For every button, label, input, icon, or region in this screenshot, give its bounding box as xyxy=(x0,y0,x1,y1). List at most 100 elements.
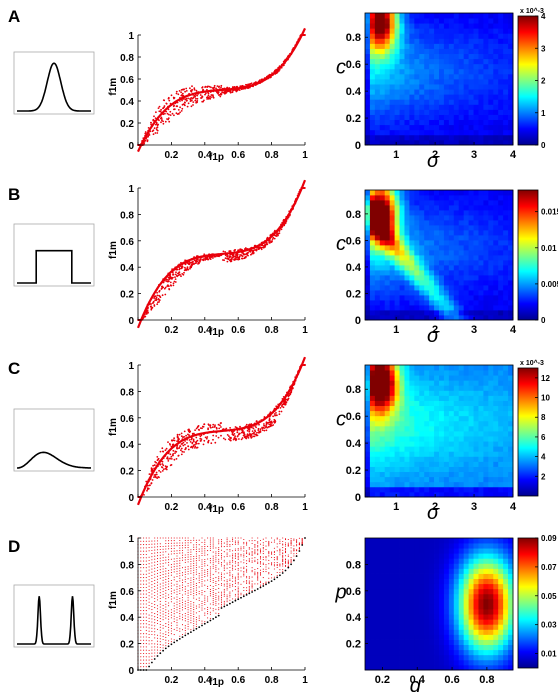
heatmap-cell xyxy=(419,420,425,427)
heatmap-cell xyxy=(448,265,455,271)
heatmap-cell xyxy=(463,305,469,311)
heatmap-cell xyxy=(365,134,371,141)
heatmap-cell xyxy=(369,255,376,261)
scatter-point xyxy=(151,556,153,558)
heatmap-cell xyxy=(434,300,440,306)
heatmap-cell xyxy=(399,436,405,442)
scatter-point xyxy=(156,608,159,610)
heatmap-cell xyxy=(414,124,420,131)
scatter-point xyxy=(243,431,245,434)
heatmap-cell xyxy=(365,275,371,281)
heatmap-cell xyxy=(419,300,425,306)
heatmap-cell xyxy=(414,109,420,115)
heatmap-cell xyxy=(389,104,395,110)
scatter-point xyxy=(151,468,154,470)
heatmap-cell xyxy=(419,260,425,266)
scatter-point xyxy=(192,101,195,103)
heatmap-cell xyxy=(404,48,410,55)
heatmap-cell xyxy=(429,431,435,437)
heatmap-cell xyxy=(429,134,435,141)
heatmap-cell xyxy=(379,68,386,75)
scatter-point xyxy=(159,635,161,637)
scatter-point xyxy=(228,259,231,262)
heatmap-cell xyxy=(439,451,445,457)
heatmap-cell xyxy=(508,425,514,432)
distribution-curve xyxy=(17,451,91,469)
colorbar-tick-label: 0.015 xyxy=(541,208,558,217)
heatmap-cell xyxy=(488,275,494,281)
heatmap-cell xyxy=(439,265,445,271)
heatmap-cell xyxy=(394,456,400,462)
heatmap-cell xyxy=(493,43,499,49)
heatmap-cell xyxy=(384,436,391,442)
heatmap-cell xyxy=(503,481,509,488)
heatmap-cell xyxy=(493,265,499,271)
heatmap-cell xyxy=(384,205,391,211)
heatmap-cell xyxy=(379,491,386,498)
scatter-point xyxy=(178,447,181,449)
heatmap-cell xyxy=(369,215,376,221)
heatmap-cell xyxy=(389,486,395,493)
heatmap-cell xyxy=(419,255,425,261)
heatmap-cell xyxy=(434,400,440,407)
heatmap-cell xyxy=(498,380,504,386)
heatmap-cell xyxy=(409,53,415,60)
y-tick-label: 0.4 xyxy=(346,438,362,450)
scatter-point xyxy=(154,604,156,606)
heatmap-cell xyxy=(453,225,460,231)
scatter-point xyxy=(192,96,195,99)
heatmap-cell xyxy=(478,431,484,437)
scatter-point xyxy=(194,429,197,431)
heatmap-cell xyxy=(453,436,460,442)
scatter-point xyxy=(194,262,197,265)
heatmap-cell xyxy=(453,255,460,261)
scatter-point xyxy=(195,427,198,430)
heatmap-cell xyxy=(394,13,400,19)
heatmap-cell xyxy=(369,109,376,115)
heatmap-cell xyxy=(399,405,405,412)
heatmap-cell xyxy=(434,215,440,221)
heatmap-cell xyxy=(379,109,386,115)
heatmap-cell xyxy=(404,446,410,452)
heatmap-cell xyxy=(503,275,509,281)
heatmap-cell xyxy=(478,456,484,462)
heatmap-cell xyxy=(458,461,465,467)
heatmap-cell xyxy=(384,461,391,467)
scatter-point xyxy=(148,662,150,664)
heatmap-cell xyxy=(488,139,494,146)
heatmap-cell xyxy=(384,250,391,256)
heatmap-cell xyxy=(468,466,474,473)
heatmap-cell xyxy=(434,139,440,146)
heatmap-cell xyxy=(434,195,440,201)
heatmap-cell xyxy=(365,420,371,427)
heatmap-cell xyxy=(419,240,425,246)
heatmap-cell xyxy=(379,215,386,221)
scatter-point xyxy=(143,596,145,598)
heatmap-cell xyxy=(468,275,474,281)
scatter-point xyxy=(265,426,267,429)
scatter-point xyxy=(165,110,168,113)
heatmap-cell xyxy=(503,390,509,396)
scatter-point xyxy=(157,107,160,109)
heatmap-cell xyxy=(424,129,430,136)
scatter-point xyxy=(231,91,234,94)
heatmap-cell xyxy=(458,370,465,376)
scatter-point xyxy=(162,613,164,615)
heatmap-cell xyxy=(365,451,371,457)
scatter-point xyxy=(187,445,190,448)
heatmap-cell xyxy=(434,471,440,478)
heatmap-cell xyxy=(365,315,371,321)
scatter-point xyxy=(154,591,156,594)
heatmap-cell xyxy=(374,395,381,401)
heatmap-cell xyxy=(498,260,504,266)
heatmap-cell xyxy=(458,300,465,306)
heatmap-cell xyxy=(409,441,415,447)
heatmap-cell xyxy=(473,215,479,221)
scatter-point xyxy=(192,438,195,441)
heatmap-cell xyxy=(369,380,376,386)
scatter-point xyxy=(180,275,182,278)
scatter-point xyxy=(185,87,188,90)
heatmap-cell xyxy=(493,68,499,75)
scatter-point xyxy=(179,445,182,447)
scatter-point xyxy=(160,121,162,124)
